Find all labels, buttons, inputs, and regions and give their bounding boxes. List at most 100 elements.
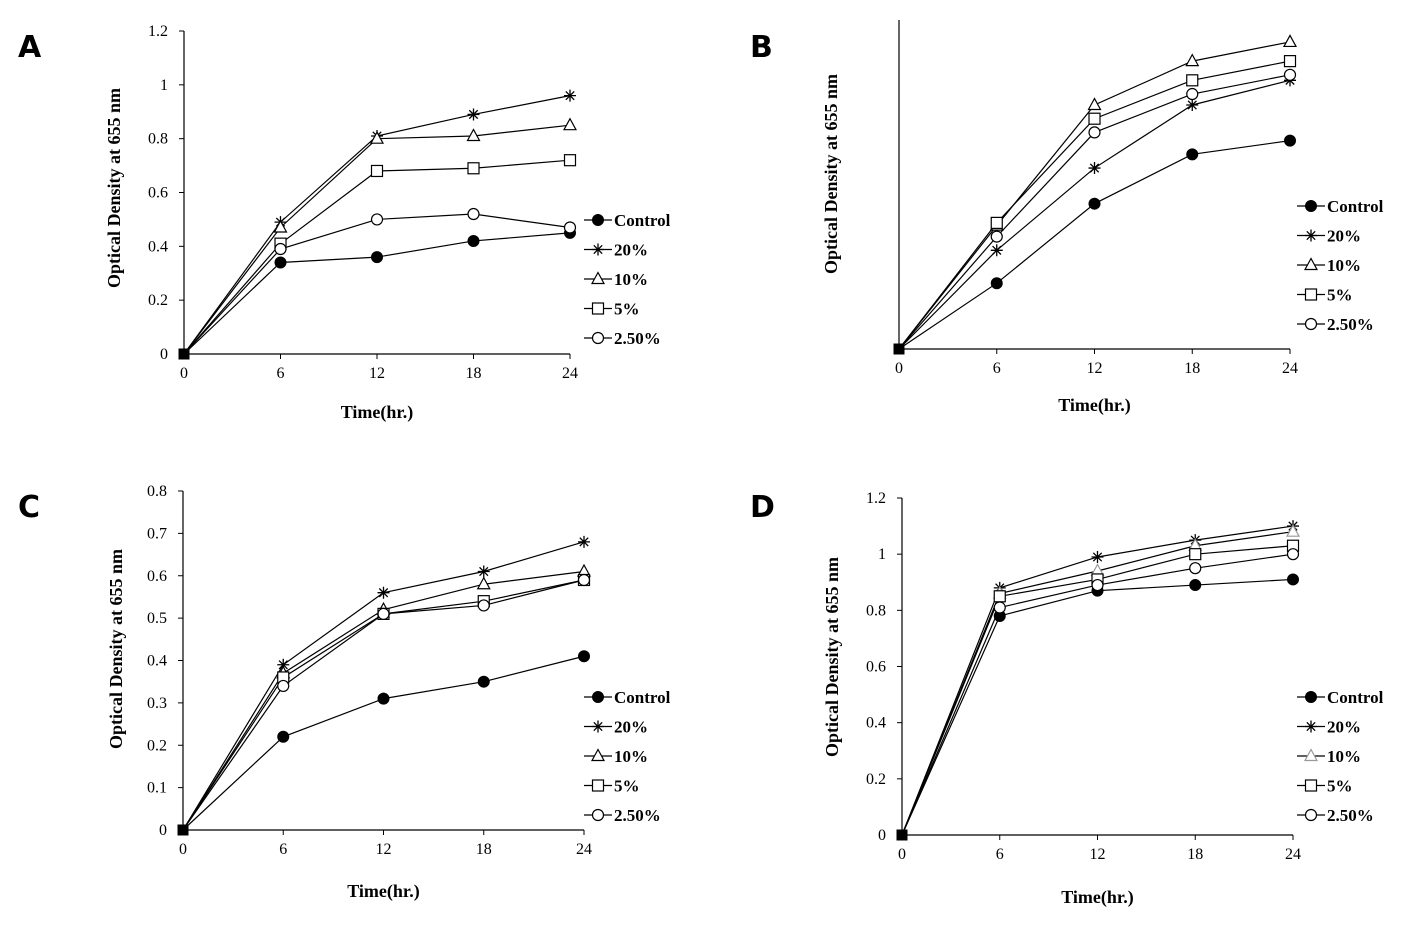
panel-b: B 0 6 12 18 24 Time(hr.) Optical Density at 65… — [750, 20, 1384, 416]
data-point — [896, 829, 908, 841]
y-tick-label: 1.2 — [148, 23, 168, 40]
legend-entry: 10% — [584, 747, 648, 766]
data-point — [564, 89, 576, 102]
x-tick-label: 18 — [466, 365, 482, 382]
legend-entry: 20% — [1297, 718, 1361, 737]
data-point — [370, 164, 384, 178]
data-point — [377, 692, 390, 705]
legend-marker — [1305, 691, 1317, 703]
data-point — [1186, 87, 1199, 101]
legend-marker — [592, 243, 604, 256]
y-axis-title: Optical Density at 655 nm — [106, 549, 126, 749]
legend-entry: 10% — [584, 270, 648, 289]
x-tick-label: 18 — [476, 841, 492, 858]
data-point — [1088, 126, 1101, 139]
legend-label: 2.50% — [1327, 315, 1374, 334]
legend-label: 2.50% — [1327, 806, 1374, 825]
series-250 — [178, 207, 577, 360]
data-point — [467, 207, 480, 221]
legend-entry: 5% — [584, 300, 640, 319]
legend-entry: 2.50% — [584, 329, 661, 348]
data-point — [562, 117, 578, 131]
data-point — [371, 251, 383, 264]
legend-entry: 5% — [584, 777, 640, 796]
legend-marker — [591, 808, 605, 822]
legend-marker — [591, 331, 605, 345]
legend-entry: 5% — [1297, 286, 1353, 305]
data-point — [277, 679, 290, 693]
data-point — [476, 576, 491, 590]
legend-marker — [591, 302, 605, 315]
x-tick-label: 6 — [996, 846, 1004, 863]
y-tick-label: 0.2 — [866, 771, 886, 788]
panel-d: D 0 6 12 18 24 0 0.2 0.4 0.6 0.8 1 1.2 Time(hr.) Opti… — [750, 490, 1384, 908]
x-tick-label: 24 — [562, 365, 578, 382]
x-tick-label: 0 — [179, 841, 187, 858]
y-tick-label: 0 — [159, 822, 167, 839]
panel-letter-c: C — [18, 490, 40, 525]
data-point — [990, 277, 1003, 290]
legend-label: 10% — [1327, 747, 1361, 766]
x-tick-label: 0 — [895, 360, 903, 377]
y-tick-label: 0.4 — [866, 715, 886, 732]
legend-entry: 20% — [584, 241, 648, 260]
legend-label: Control — [1327, 197, 1384, 216]
series-line — [901, 578, 1294, 836]
legend-entry: Control — [1297, 197, 1384, 216]
data-point — [1284, 134, 1296, 147]
data-point — [1186, 98, 1199, 111]
series-10 — [178, 117, 578, 360]
data-point — [466, 128, 481, 142]
data-point — [1088, 162, 1101, 175]
legend-marker — [1304, 779, 1318, 792]
panel-a: A 0 6 12 18 24 0 0.2 0.4 0.6 0.8 1 1.2 Time(hr.) Opti… — [18, 23, 671, 423]
panel-letter-a: A — [18, 30, 42, 65]
series-line — [183, 124, 571, 355]
x-tick-label: 24 — [576, 841, 592, 858]
data-point — [990, 216, 1003, 229]
y-tick-label: 0 — [878, 827, 886, 844]
legend-marker — [1303, 748, 1319, 762]
series-control — [178, 226, 576, 360]
data-point — [1285, 523, 1301, 537]
legend-entry: Control — [1297, 688, 1384, 707]
data-point — [274, 242, 287, 256]
data-point — [578, 650, 590, 663]
y-tick-label: 0.4 — [148, 238, 168, 255]
data-point — [1186, 148, 1199, 161]
y-tick-label: 0.8 — [866, 602, 886, 619]
x-tick-label: 12 — [1087, 360, 1103, 377]
data-point — [1189, 562, 1202, 575]
legend-marker — [1304, 808, 1318, 822]
legend-marker — [592, 720, 604, 733]
x-tick-label: 24 — [1285, 846, 1301, 863]
data-point — [1286, 548, 1300, 561]
y-axis-title: Optical Density at 655 nm — [104, 88, 124, 288]
legend-label: 20% — [1327, 227, 1361, 246]
legend-marker — [590, 271, 606, 285]
data-point — [990, 244, 1003, 257]
data-point — [1287, 573, 1299, 586]
x-axis-title: Time(hr.) — [1058, 395, 1131, 416]
series-250 — [177, 573, 591, 836]
series-10 — [896, 523, 1301, 841]
series-control — [177, 650, 590, 836]
data-point — [1088, 197, 1101, 210]
x-tick-label: 24 — [1282, 360, 1298, 377]
data-point — [277, 658, 290, 671]
x-axis-title: Time(hr.) — [1061, 887, 1134, 908]
data-point — [1282, 34, 1298, 48]
data-point — [467, 108, 480, 121]
y-tick-label: 1 — [878, 546, 886, 563]
series-line — [183, 213, 571, 355]
x-tick-label: 6 — [993, 360, 1001, 377]
x-tick-label: 12 — [376, 841, 392, 858]
data-point — [274, 256, 287, 269]
panel-letter-b: B — [750, 30, 773, 65]
legend-marker — [1305, 720, 1317, 733]
legend-entry: Control — [584, 688, 671, 707]
data-point — [369, 130, 385, 144]
legend-label: 5% — [1327, 777, 1353, 796]
x-axis-title: Time(hr.) — [347, 881, 420, 902]
